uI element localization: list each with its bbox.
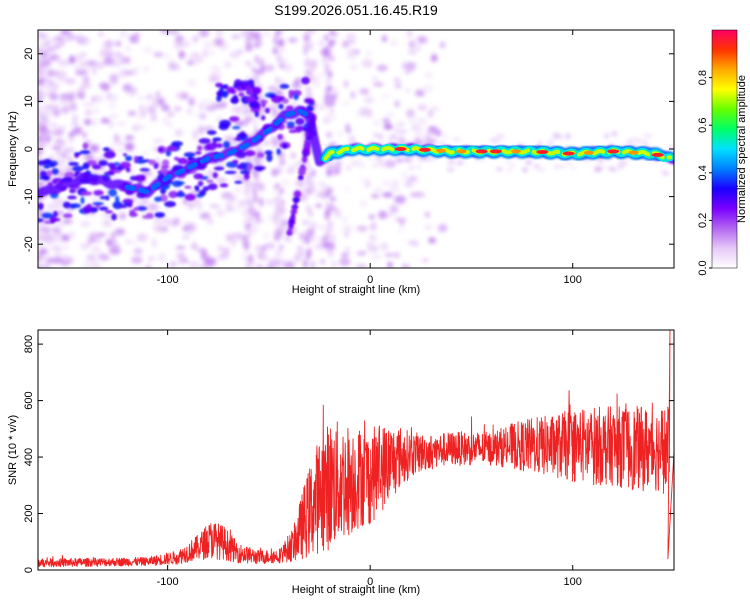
spectrogram-ytick: -10 — [23, 189, 35, 205]
snr-xtick: 0 — [367, 576, 373, 588]
spectrogram-noise — [38, 30, 674, 268]
snr-ylabel: SNR (10 * v/v) — [7, 415, 19, 485]
colorbar: 0.0 0.2 0.4 0.6 0.8 Normalized spectral ampl… — [697, 29, 748, 276]
snr-ytick: 0 — [23, 567, 35, 573]
colorbar-tick: 0.4 — [697, 165, 709, 180]
snr-xtick: 100 — [564, 576, 582, 588]
snr-ticks: -100 0 100 0 200 400 600 800 — [23, 330, 674, 588]
spectrogram-xtick: 0 — [367, 274, 373, 286]
colorbar-ticks: 0.0 0.2 0.4 0.6 0.8 — [697, 70, 712, 276]
spectrogram-xtick: 100 — [564, 274, 582, 286]
snr-ytick: 800 — [23, 335, 35, 353]
snr-xlabel: Height of straight line (km) — [292, 584, 420, 596]
spectrogram-ytick: 0 — [23, 146, 35, 152]
colorbar-tick: 0.2 — [697, 213, 709, 228]
snr-line — [38, 330, 674, 568]
colorbar-gradient — [711, 29, 738, 269]
snr-ytick: 400 — [23, 448, 35, 466]
snr-xtick: -100 — [157, 576, 179, 588]
spectrogram-ytick: -20 — [23, 236, 35, 252]
spectrogram-xlabel: Height of straight line (km) — [292, 284, 420, 296]
spectrogram-ridge — [38, 105, 674, 198]
spectrogram-ylabel: Frequency (Hz) — [7, 111, 19, 187]
snr-ytick: 200 — [23, 504, 35, 522]
spectrogram-xtick: -100 — [157, 274, 179, 286]
spectrogram-heatmap — [38, 30, 674, 268]
colorbar-label: Normalized spectral amplitude — [736, 75, 748, 223]
snr-panel: -100 0 100 0 200 400 600 800 Height of straight… — [7, 329, 675, 596]
spectrogram-ytick: 10 — [23, 95, 35, 107]
figure-title: S199.2026.051.16.45.R19 — [274, 2, 438, 18]
snr-frame — [37, 329, 675, 571]
colorbar-tick: 0.6 — [697, 118, 709, 133]
spectrogram-ytick: 20 — [23, 48, 35, 60]
colorbar-tick: 0.8 — [697, 70, 709, 85]
snr-ytick: 600 — [23, 391, 35, 409]
colorbar-tick: 0.0 — [697, 260, 709, 275]
